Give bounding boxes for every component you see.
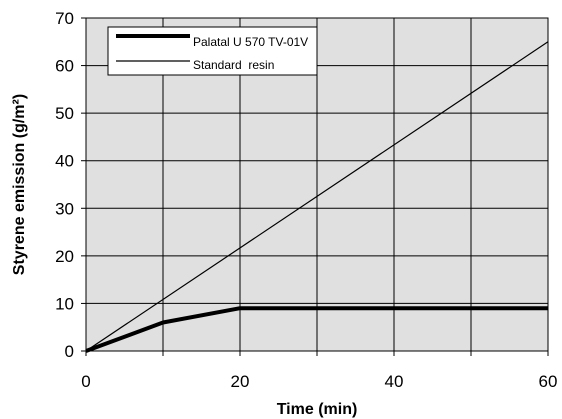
x-tick-label: 20	[231, 372, 250, 391]
x-tick-labels: 0 20 40 60	[81, 372, 557, 391]
y-tick-labels: 0 10 20 30 40 50 60 70	[55, 9, 74, 361]
y-tick-label: 70	[55, 9, 74, 28]
y-tick-label: 40	[55, 152, 74, 171]
legend: Palatal U 570 TV-01V Standard resin	[107, 26, 318, 76]
legend-label-standard-resin: Standard resin	[193, 58, 274, 72]
legend-label-palatal: Palatal U 570 TV-01V	[193, 35, 308, 49]
y-tick-label: 30	[55, 199, 74, 218]
series-line-palatal	[85, 306, 548, 353]
y-tick-label: 0	[65, 342, 74, 361]
x-tick-label: 60	[539, 372, 558, 391]
y-tick-label: 20	[55, 247, 74, 266]
axis-ticks	[81, 17, 549, 356]
x-tick-label: 40	[385, 372, 404, 391]
y-tick-label: 50	[55, 104, 74, 123]
y-tick-label: 60	[55, 57, 74, 76]
series-line-standard-resin	[85, 41, 549, 352]
x-axis-title: Time (min)	[277, 401, 358, 418]
series-layer	[85, 41, 549, 353]
x-tick-label: 0	[81, 372, 90, 391]
y-tick-label: 10	[55, 294, 74, 313]
y-axis-title: Styrene emission (g/m²)	[11, 94, 28, 275]
